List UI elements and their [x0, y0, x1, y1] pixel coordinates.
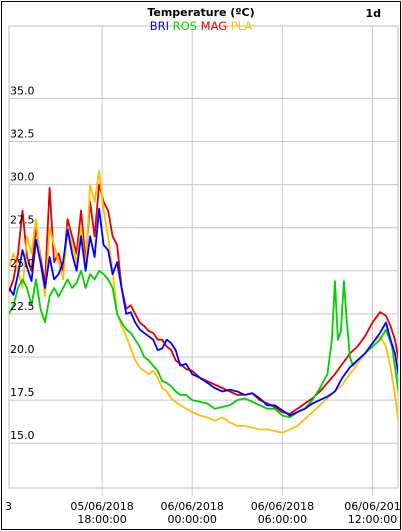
- legend: BRI ROS MAG PLA: [150, 19, 253, 33]
- x-tick-labels: 05/06/201818:00:0006/06/201800:00:0006/0…: [70, 500, 400, 526]
- x-tick-date: 06/06/2018: [160, 500, 223, 513]
- x-tick-time: 18:00:00: [77, 513, 126, 526]
- y-tick-label: 15.0: [10, 429, 35, 442]
- y-tick-label: 22.5: [10, 300, 35, 313]
- range-label: 1d: [365, 7, 381, 20]
- legend-entry-mag: MAG: [201, 19, 231, 33]
- y-tick-labels: 35.0 32.5 30.0 27.5 25.0 22.5 20.0 17.5 15.0: [10, 84, 35, 442]
- y-tick-label: 35.0: [10, 84, 35, 97]
- series-line-pla: [9, 169, 398, 434]
- x-tick-date: 06/06/2018: [251, 500, 314, 513]
- y-tick-label: 25.0: [10, 257, 35, 270]
- x-tick-time: 06:00:00: [258, 513, 307, 526]
- legend-entry-pla: PLA: [231, 19, 253, 33]
- x-tick-date: 06/06/201: [344, 500, 400, 513]
- y-tick-label: 20.0: [10, 343, 35, 356]
- series-line-ros: [9, 269, 398, 419]
- horizontal-gridlines: [9, 97, 398, 444]
- legend-entry-bri: BRI: [150, 19, 173, 33]
- x-tick-partial: 3: [5, 500, 12, 513]
- plot-area: [8, 25, 399, 489]
- y-tick-label: 17.5: [10, 386, 35, 399]
- x-tick-date: 05/06/2018: [70, 500, 133, 513]
- y-tick-label: 32.5: [10, 128, 35, 141]
- series-line-bri: [9, 207, 398, 417]
- legend-entry-ros: ROS: [173, 19, 201, 33]
- chart-title: Temperature (ºC): [147, 6, 254, 19]
- x-tick-time: 12:00:00: [348, 513, 397, 526]
- x-tick-time: 00:00:00: [167, 513, 216, 526]
- y-tick-label: 27.5: [10, 214, 35, 227]
- series-lines: [9, 169, 398, 434]
- vertical-gridlines: [101, 26, 373, 496]
- y-tick-label: 30.0: [10, 171, 35, 184]
